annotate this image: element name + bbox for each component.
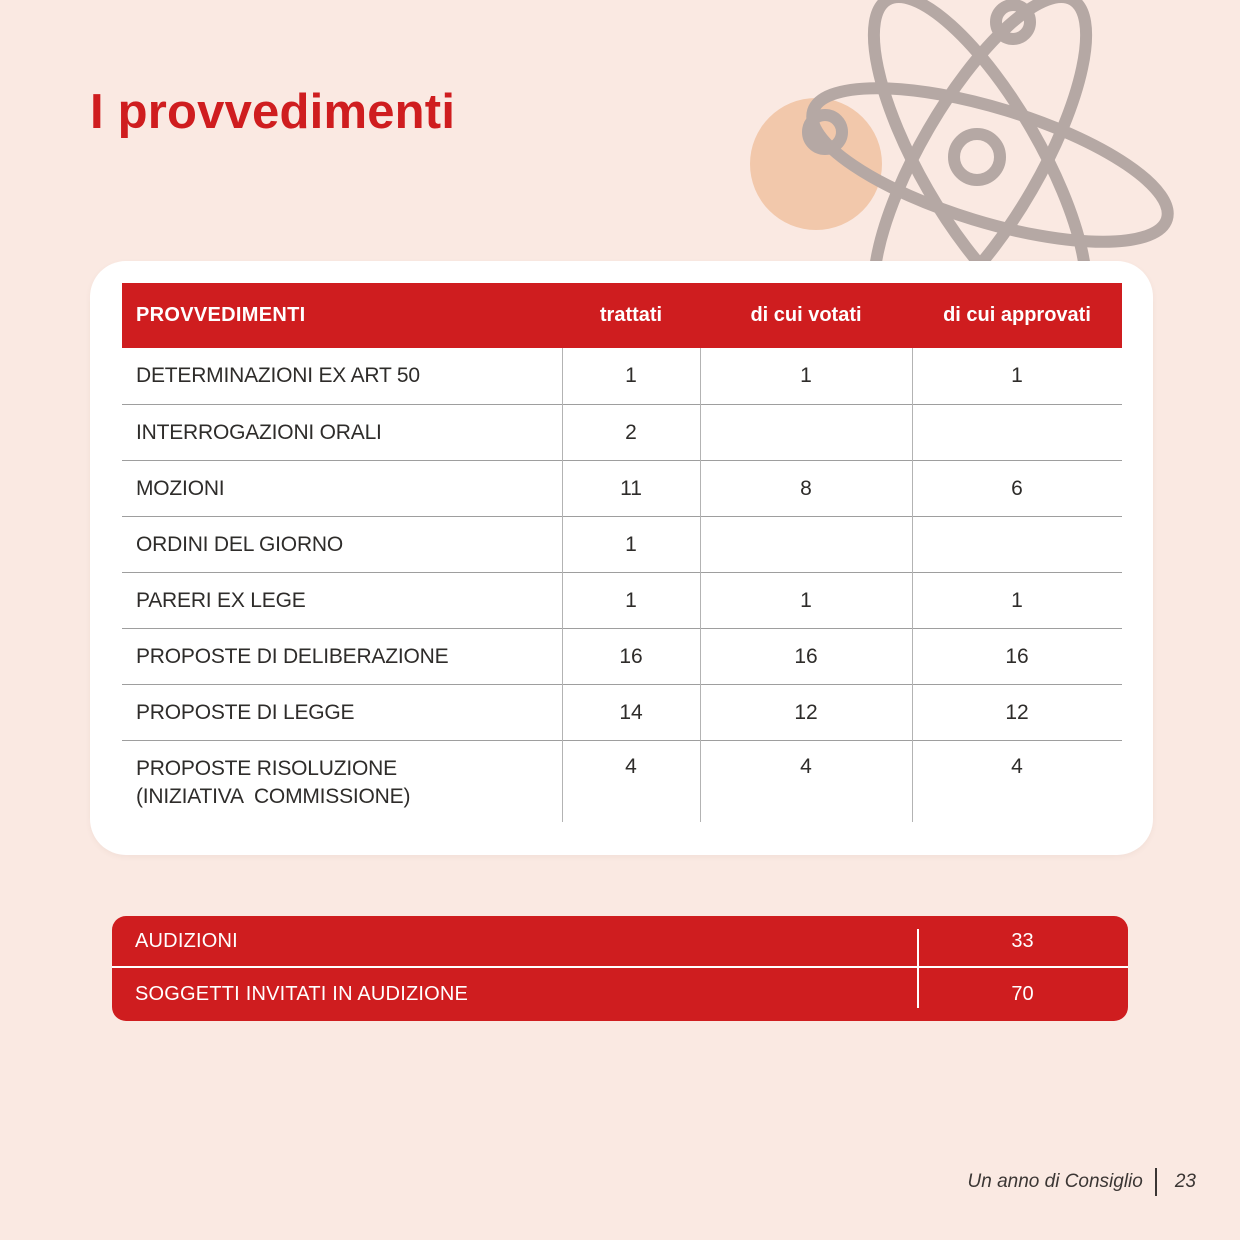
header-di-cui-votati: di cui votati [750, 304, 862, 326]
page-number: 23 [1174, 1171, 1196, 1192]
footer-title: Un anno di Consiglio [967, 1171, 1143, 1192]
table-row: INTERROGAZIONI ORALI 2 [122, 404, 1122, 460]
row-label: MOZIONI [136, 476, 225, 500]
column-divider [912, 348, 913, 822]
cell-approvati: 1 [1011, 588, 1023, 612]
cell-trattati: 4 [625, 755, 637, 778]
cell-trattati: 11 [620, 476, 642, 500]
banner-label: AUDIZIONI [135, 929, 238, 952]
header-trattati: trattati [599, 304, 663, 326]
peach-circle-shape [750, 98, 882, 230]
atom-orbit [806, 82, 1174, 248]
row-label: DETERMINAZIONI EX ART 50 [136, 364, 420, 387]
cell-approvati: 16 [1005, 644, 1029, 668]
row-label: PROPOSTE DI DELIBERAZIONE [136, 644, 449, 668]
table-row: PROPOSTE DI DELIBERAZIONE 16 16 16 [122, 628, 1122, 684]
cell-approvati: 1 [1011, 364, 1023, 387]
banner-row: AUDIZIONI 33 [112, 916, 1128, 968]
cell-votati: 1 [800, 588, 812, 612]
banner-value: 33 [1011, 929, 1034, 952]
audizioni-banner: AUDIZIONI 33 SOGGETTI INVITATI IN AUDIZI… [112, 916, 1128, 1021]
table-row: ORDINI DEL GIORNO 1 [122, 516, 1122, 572]
row-label: PROPOSTE RISOLUZIONE (INIZIATIVA COMMISS… [136, 757, 411, 808]
header-di-cui-approvati: di cui approvati [943, 304, 1091, 326]
page-title: I provvedimenti [90, 85, 456, 139]
column-divider [562, 348, 563, 822]
cell-votati: 1 [800, 364, 812, 387]
table-header-row: PROVVEDIMENTI trattati di cui votati di … [122, 283, 1122, 348]
cell-votati: 16 [794, 644, 818, 668]
banner-divider [917, 929, 919, 1008]
page-footer: Un anno di Consiglio 23 [968, 1166, 1196, 1198]
cell-trattati: 1 [625, 532, 637, 556]
row-label: PROPOSTE DI LEGGE [136, 700, 355, 724]
provvedimenti-card: PROVVEDIMENTI trattati di cui votati di … [90, 261, 1153, 855]
cell-approvati: 4 [1011, 755, 1023, 778]
table-row: MOZIONI 11 8 6 [122, 460, 1122, 516]
atom-decoration [740, 0, 1240, 335]
provvedimenti-table: PROVVEDIMENTI trattati di cui votati di … [122, 283, 1122, 827]
cell-trattati: 1 [625, 364, 637, 387]
cell-approvati: 6 [1011, 476, 1023, 500]
atom-electron [802, 109, 848, 155]
header-provvedimenti: PROVVEDIMENTI [136, 304, 306, 326]
cell-trattati: 14 [619, 700, 643, 724]
atom-icon [750, 0, 1174, 329]
table-row: PROPOSTE RISOLUZIONE (INIZIATIVA COMMISS… [122, 740, 1122, 827]
cell-trattati: 2 [625, 420, 637, 444]
cell-votati: 4 [800, 755, 812, 778]
table-row: PARERI EX LEGE 1 1 1 [122, 572, 1122, 628]
cell-approvati: 12 [1005, 700, 1029, 724]
cell-trattati: 1 [625, 588, 637, 612]
table-row: DETERMINAZIONI EX ART 50 1 1 1 [122, 348, 1122, 404]
banner-value: 70 [1011, 982, 1034, 1005]
column-divider [700, 348, 701, 822]
table-body: DETERMINAZIONI EX ART 50 1 1 1 INTERROGA… [122, 348, 1122, 827]
cell-trattati: 16 [619, 644, 643, 668]
banner-label: SOGGETTI INVITATI IN AUDIZIONE [135, 982, 469, 1005]
cell-votati: 8 [800, 476, 812, 500]
row-label: ORDINI DEL GIORNO [136, 532, 344, 556]
table-row: PROPOSTE DI LEGGE 14 12 12 [122, 684, 1122, 740]
atom-electron [990, 0, 1036, 45]
row-label: PARERI EX LEGE [136, 588, 306, 612]
footer-divider [1154, 1168, 1157, 1196]
atom-nucleus [948, 128, 1006, 186]
row-label: INTERROGAZIONI ORALI [136, 420, 382, 444]
banner-row: SOGGETTI INVITATI IN AUDIZIONE 70 [112, 968, 1128, 1020]
cell-votati: 12 [794, 700, 818, 724]
